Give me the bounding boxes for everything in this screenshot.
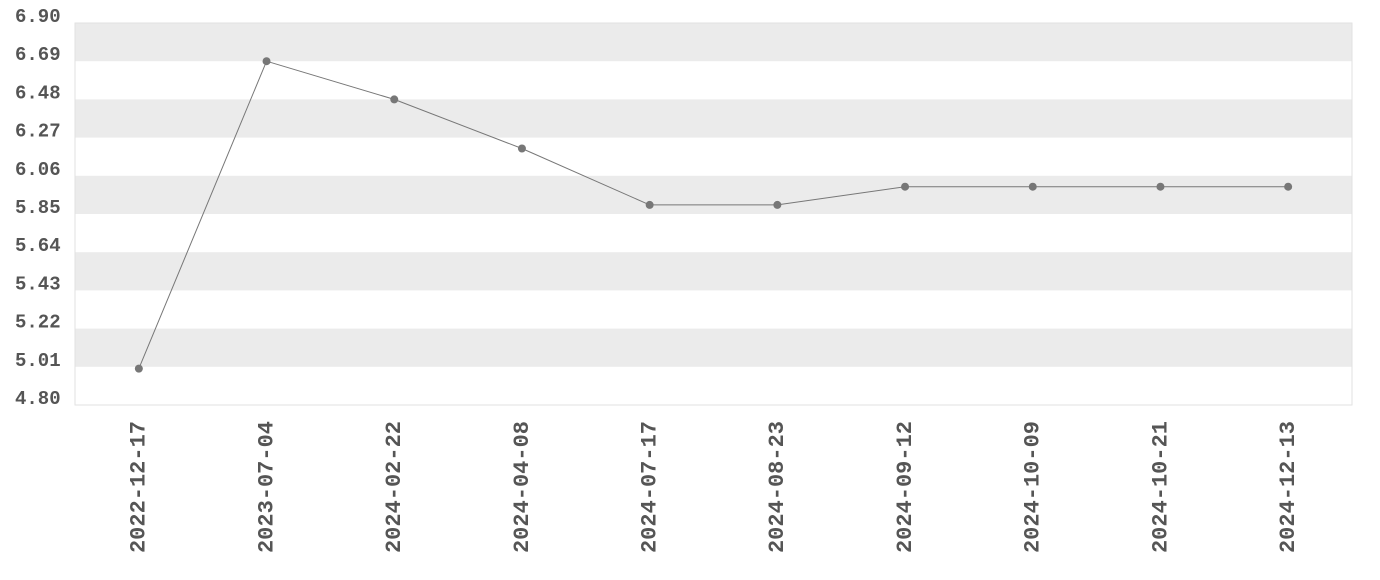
point [901, 182, 910, 191]
x-tick-label: 2024-02-22 [382, 421, 407, 553]
grid-band [75, 23, 1352, 62]
grid-band [75, 175, 1352, 214]
y-tick-label: 5.22 [15, 312, 61, 334]
point [1156, 182, 1165, 191]
y-tick-label: 5.43 [15, 273, 61, 295]
x-tick-label: 2024-10-09 [1021, 421, 1046, 553]
x-tick-label: 2024-08-23 [765, 421, 790, 553]
plot-frame [74, 22, 1353, 406]
x-tick-label: 2024-10-21 [1148, 421, 1173, 553]
point [390, 95, 399, 104]
y-tick-label: 4.80 [15, 388, 61, 410]
x-tick-label: 2023-07-04 [254, 421, 279, 553]
y-tick-label: 6.90 [15, 6, 61, 28]
y-tick-label: 6.69 [15, 44, 61, 66]
x-tick-label: 2024-07-17 [637, 421, 662, 553]
grid-band [75, 99, 1352, 138]
x-tick-label: 2024-09-12 [893, 421, 918, 553]
grid-band [75, 252, 1352, 291]
y-tick-label: 6.27 [15, 121, 61, 143]
point [262, 57, 271, 66]
line [138, 60, 1289, 369]
point [134, 364, 143, 373]
grid-band [75, 328, 1352, 367]
point [773, 200, 782, 209]
point [1028, 182, 1037, 191]
y-tick-label: 6.06 [15, 159, 61, 181]
y-tick-label: 5.01 [15, 350, 61, 372]
y-tick-label: 5.85 [15, 197, 61, 219]
y-tick-label: 5.64 [15, 235, 61, 257]
point [517, 144, 526, 153]
point [645, 200, 654, 209]
point [1284, 182, 1293, 191]
x-tick-label: 2024-12-13 [1276, 421, 1301, 553]
y-tick-label: 6.48 [15, 82, 61, 104]
x-tick-label: 2022-12-17 [127, 421, 152, 553]
x-tick-label: 2024-04-08 [510, 421, 535, 553]
